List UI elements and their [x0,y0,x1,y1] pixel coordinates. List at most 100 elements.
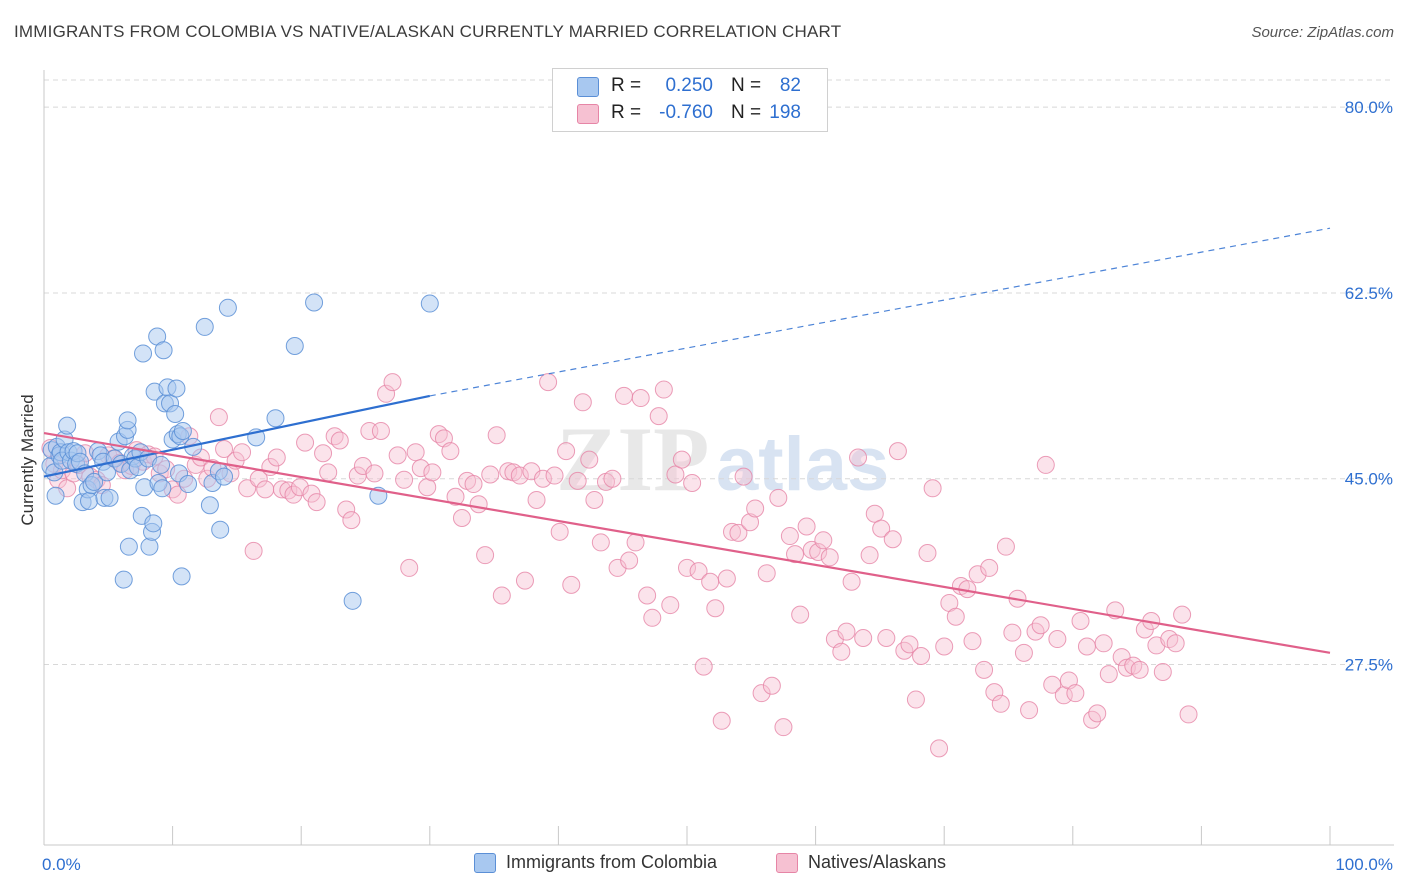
legend-r-value: 0.250 [665,75,713,96]
data-point-natives [1173,605,1192,624]
data-point-natives [678,558,696,577]
data-point-natives [906,690,925,709]
data-point-natives [643,608,662,627]
data-point-natives [860,546,879,565]
trend-line-natives [43,431,1331,654]
legend-r-value: -0.760 [659,102,713,123]
chart-source: Source: ZipAtlas.com [1251,24,1394,41]
data-point-natives [963,632,982,651]
data-point-colombia [215,467,234,486]
data-point-natives [302,484,321,503]
data-point-natives [238,479,257,498]
data-point-colombia [343,591,362,610]
data-point-natives [515,571,534,590]
data-point-natives [209,408,228,427]
data-point-natives [820,548,839,567]
data-point-colombia [152,455,171,474]
data-point-natives [510,466,529,485]
bottom-legend-natives: Natives/Alaskans [776,852,996,876]
watermark-zip: ZIP [556,408,709,510]
data-point-natives [1094,634,1113,653]
x-tick-label: 100.0% [1335,855,1393,874]
data-point-colombia [100,488,119,507]
data-point-natives [723,522,742,541]
bottom-legend-label: Natives/Alaskans [808,852,947,872]
data-point-natives [1153,662,1172,681]
data-point-natives [991,694,1010,713]
data-point-natives [487,426,506,445]
data-point-natives [791,605,810,624]
data-point-natives [476,546,495,565]
data-point-natives [545,466,564,485]
data-point-natives [557,442,576,461]
data-point-natives [446,487,465,506]
data-point-colombia [172,567,191,586]
data-point-natives [1043,675,1062,694]
data-point-colombia [114,570,133,589]
data-point-natives [877,628,896,647]
legend-r-label: R = [611,75,642,96]
data-point-colombia [167,379,186,398]
data-point-natives [550,522,569,541]
bottom-legend-swatch-blue [474,853,496,873]
data-point-natives [980,558,999,577]
trend-line-colombia [43,394,431,478]
data-point-natives [923,479,942,498]
data-point-natives [272,480,291,499]
series-colombia-points [41,293,439,610]
data-point-natives [388,446,407,465]
data-point-natives [842,572,861,591]
data-point-natives [809,542,828,561]
data-point-natives [441,442,460,461]
y-tick-label: 27.5% [1345,656,1393,675]
data-point-natives [411,459,430,478]
data-point-natives [580,450,599,469]
data-point-natives [930,739,949,758]
data-point-colombia [119,537,138,556]
data-point-colombia [166,404,185,423]
data-point-natives [533,469,552,488]
data-point-colombia [173,421,192,440]
data-point-natives [591,533,610,552]
data-point-natives [729,523,748,542]
data-point-natives [1071,611,1090,630]
data-point-natives [849,448,868,467]
data-point-natives [883,530,902,549]
data-point-natives [492,586,511,605]
data-point-natives [935,637,954,656]
data-point-natives [284,485,303,504]
data-point-natives [1031,616,1050,635]
data-point-natives [464,475,483,494]
data-point-natives [1088,704,1107,723]
data-point-natives [377,384,396,403]
data-point-natives [296,433,315,452]
series-natives-points [41,373,1198,758]
data-point-natives [872,519,891,538]
data-point-natives [371,421,390,440]
data-point-natives [469,495,488,514]
x-tick-label: 0.0% [42,855,81,874]
data-point-colombia [118,411,137,430]
tick-labels: 27.5% 45.0% 62.5% 80.0% 0.0% 100.0% [42,98,1393,874]
data-point-natives [774,718,793,737]
data-point-natives [307,493,326,512]
data-point-natives [757,564,776,583]
data-point-colombia [285,337,304,356]
bottom-legend-swatch-pink [776,853,798,873]
data-point-natives [314,444,333,463]
data-point-colombia [200,496,219,515]
data-point-natives [330,431,349,450]
data-point-colombia [218,298,237,317]
data-point-natives [290,478,309,497]
trend-lines [43,227,1331,654]
data-point-natives [585,490,604,509]
data-point-colombia [154,341,173,360]
data-point-natives [769,488,788,507]
data-point-colombia [305,293,324,312]
data-point-natives [1014,643,1033,662]
trend-line-colombia-extrapolated [429,227,1331,397]
data-point-natives [712,711,731,730]
bottom-legend-colombia: Immigrants from Colombia [474,852,774,876]
data-point-natives [802,540,821,559]
